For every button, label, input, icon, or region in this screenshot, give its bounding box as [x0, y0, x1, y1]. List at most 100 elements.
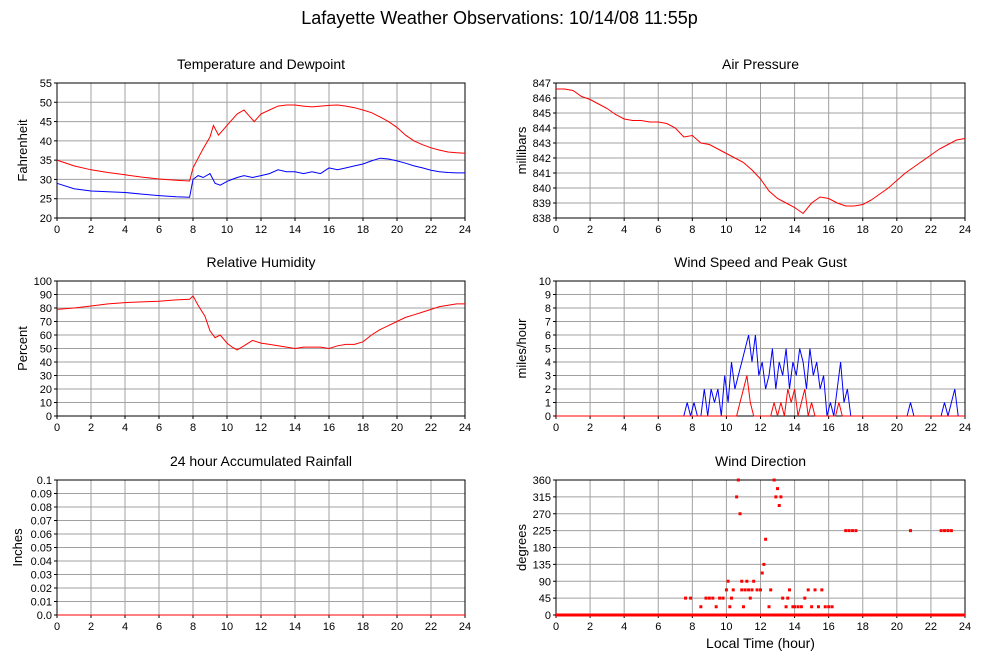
data-point	[847, 529, 851, 533]
data-point	[689, 596, 693, 600]
x-tick-label: 6	[655, 224, 661, 236]
y-tick-label: 846	[533, 93, 551, 105]
y-tick-label: 845	[533, 108, 551, 120]
x-tick-label: 14	[788, 621, 800, 633]
data-point	[760, 571, 764, 575]
y-tick-label: 0	[545, 610, 551, 622]
x-tick-label: 0	[54, 621, 60, 633]
y-tick-label: 841	[533, 168, 551, 180]
y-tick-label: 135	[533, 559, 551, 571]
data-point	[774, 495, 778, 499]
y-tick-label: 842	[533, 153, 551, 165]
x-tick-label: 0	[553, 422, 559, 434]
y-tick-label: 0.04	[31, 556, 52, 568]
x-tick-label: 10	[720, 224, 732, 236]
y-tick-label: 10	[539, 276, 551, 288]
x-tick-label: 14	[788, 422, 800, 434]
data-point	[731, 588, 735, 592]
x-tick-label: 0	[54, 224, 60, 236]
y-axis-label: degrees	[514, 524, 529, 571]
y-tick-label: 35	[40, 155, 52, 167]
data-point	[851, 529, 855, 533]
x-tick-label: 6	[655, 621, 661, 633]
plot-frame	[56, 280, 466, 417]
x-tick-label: 12	[754, 422, 766, 434]
x-tick-label: 16	[823, 621, 835, 633]
x-tick-label: 16	[323, 621, 335, 633]
data-point	[767, 605, 771, 609]
x-tick-label: 2	[587, 224, 593, 236]
data-point	[791, 605, 795, 609]
page-title: Lafayette Weather Observations: 10/14/08…	[301, 8, 698, 28]
data-point	[830, 605, 834, 609]
x-tick-label: 6	[156, 621, 162, 633]
x-tick-label: 10	[221, 422, 233, 434]
x-tick-label: 24	[459, 224, 471, 236]
data-point	[781, 596, 785, 600]
x-tick-label: 22	[925, 621, 937, 633]
y-tick-label: 60	[40, 330, 52, 342]
data-point	[762, 562, 766, 566]
y-tick-label: 0.09	[31, 489, 52, 501]
y-tick-label: 3	[545, 371, 551, 383]
x-tick-label: 20	[391, 422, 403, 434]
x-tick-label: 16	[823, 224, 835, 236]
x-tick-label: 24	[459, 422, 471, 434]
y-tick-label: 55	[40, 78, 52, 90]
x-tick-label: 24	[959, 621, 971, 633]
data-point	[844, 529, 848, 533]
x-tick-label: 14	[289, 621, 301, 633]
x-tick-label: 24	[959, 224, 971, 236]
data-point	[803, 596, 807, 600]
data-point	[699, 605, 703, 609]
y-tick-label: 45	[40, 117, 52, 129]
x-tick-label: 2	[88, 422, 94, 434]
x-tick-label: 2	[587, 422, 593, 434]
plot-frame	[56, 82, 466, 219]
x-tick-label: 20	[391, 224, 403, 236]
y-tick-label: 0	[545, 411, 551, 423]
x-tick-label: 22	[425, 422, 437, 434]
x-tick-label: 8	[689, 224, 695, 236]
series-line	[56, 104, 466, 182]
series-line	[56, 157, 465, 198]
x-tick-label: 22	[925, 224, 937, 236]
data-point	[796, 605, 800, 609]
x-tick-label: 14	[289, 224, 301, 236]
data-point	[786, 596, 790, 600]
chart-title: Wind Direction	[715, 453, 806, 469]
y-tick-label: 843	[533, 138, 551, 150]
x-tick-label: 24	[459, 621, 471, 633]
y-tick-label: 0.01	[31, 597, 52, 609]
plot-frame	[555, 82, 966, 219]
data-point	[736, 478, 740, 482]
x-tick-label: 20	[391, 621, 403, 633]
chart-title: Air Pressure	[722, 56, 799, 72]
data-point	[946, 529, 950, 533]
x-tick-label: 2	[587, 621, 593, 633]
series-line	[556, 88, 966, 215]
data-point	[943, 529, 947, 533]
y-tick-label: 4	[545, 357, 551, 369]
data-point	[755, 588, 759, 592]
data-point	[740, 579, 744, 583]
y-tick-label: 0.0	[37, 610, 52, 622]
y-tick-label: 9	[545, 290, 551, 302]
y-axis-label: Percent	[15, 326, 30, 371]
y-tick-label: 45	[539, 593, 551, 605]
x-tick-label: 20	[891, 422, 903, 434]
data-point	[854, 529, 858, 533]
y-tick-label: 0.1	[37, 475, 52, 487]
data-point	[820, 588, 824, 592]
x-tick-label: 22	[925, 422, 937, 434]
x-tick-label: 10	[221, 621, 233, 633]
x-tick-label: 8	[689, 621, 695, 633]
chart-title: 24 hour Accumulated Rainfall	[170, 453, 352, 469]
x-tick-label: 8	[190, 422, 196, 434]
x-tick-label: 12	[754, 621, 766, 633]
data-point	[707, 596, 711, 600]
x-tick-label: 12	[255, 422, 267, 434]
